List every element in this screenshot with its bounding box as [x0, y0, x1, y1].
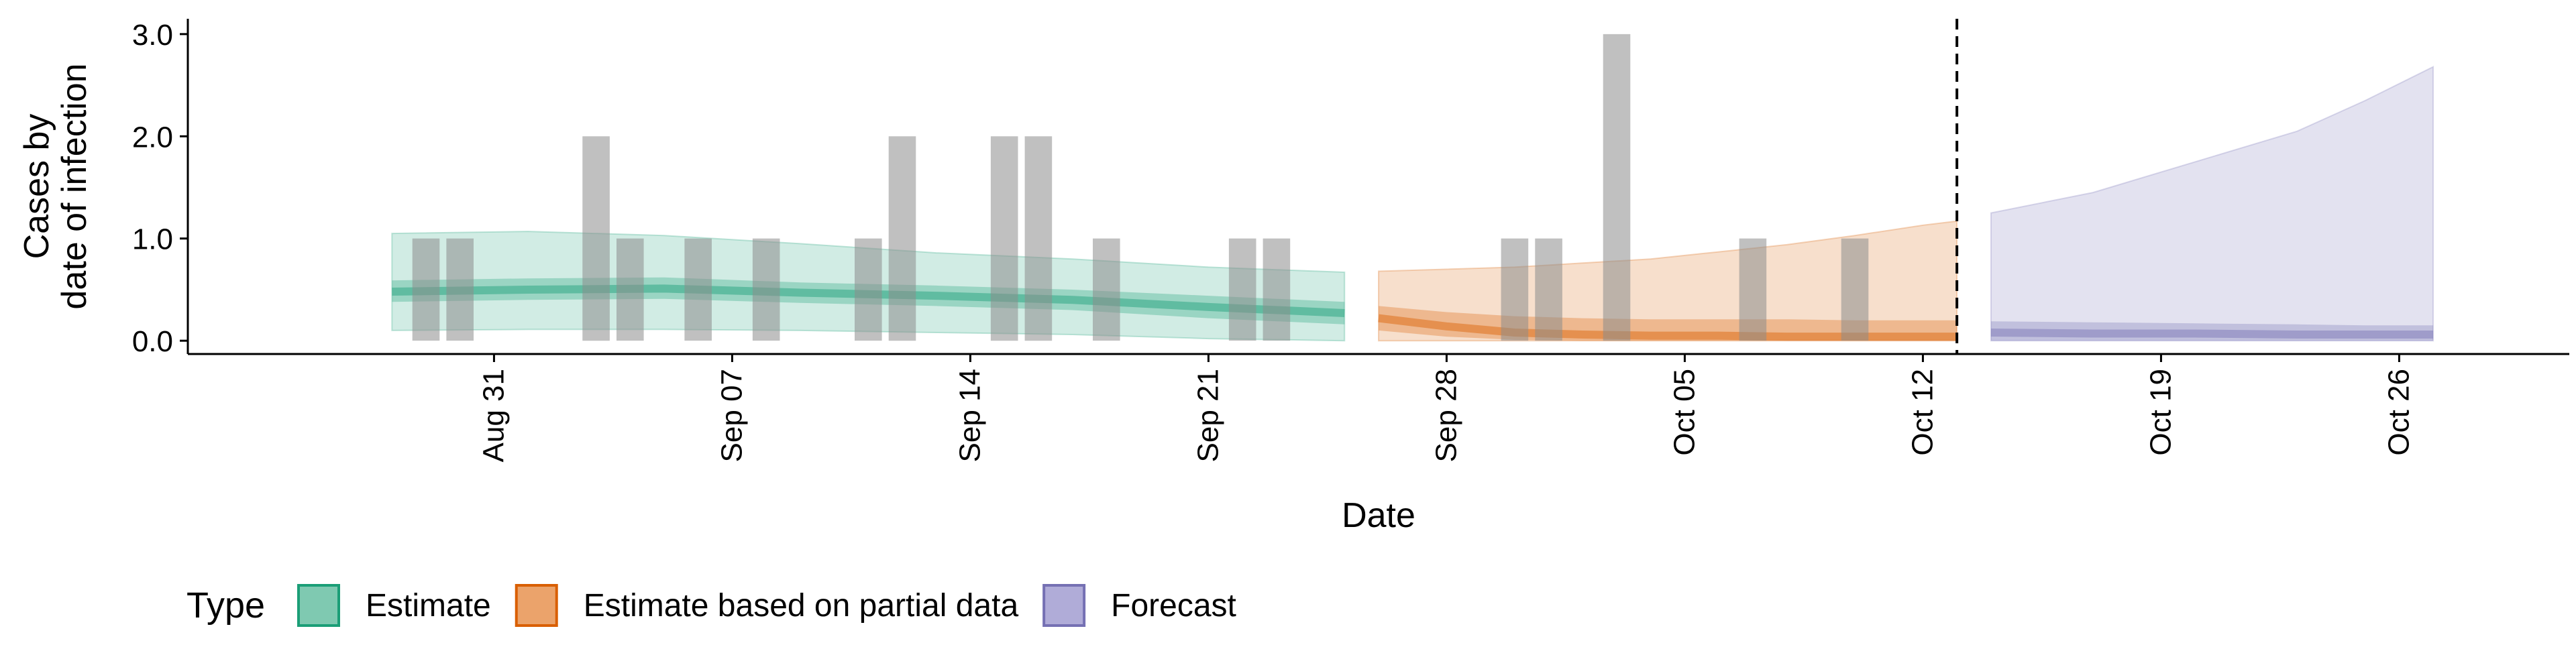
case-bar-2020-09-22: [1228, 238, 1256, 341]
x-tick-label: Oct 26: [2382, 369, 2415, 456]
x-tick-label: Sep 07: [715, 369, 748, 462]
case-bar-2020-09-03: [582, 136, 610, 341]
axes: 0.0 1.0 2.0 3.0 Aug 31 Sep 07 Sep 14 Sep 21 Sep …: [132, 19, 2569, 462]
x-tick-label: Sep 21: [1191, 369, 1224, 462]
estimate-legend-swatch: [297, 584, 340, 627]
case-bar-2020-08-30: [446, 238, 474, 341]
x-tick-label: Sep 14: [953, 369, 986, 462]
estimate-based-on-partial-data-median-line: [1378, 314, 1957, 341]
case-bar-2020-10-03: [1603, 34, 1631, 341]
y-tick-label: 2.0: [132, 121, 173, 154]
y-axis-title-line: Cases by: [17, 114, 56, 259]
x-tick-label: Oct 12: [1906, 369, 1939, 456]
forecast-legend-label: Forecast: [1111, 588, 1236, 624]
x-tick-label: Oct 19: [2144, 369, 2177, 456]
case-bar-2020-09-30: [1501, 238, 1529, 341]
forecast-median-line: [1990, 329, 2434, 339]
case-bar-2020-09-06: [684, 238, 712, 341]
y-axis-title-line: date of infection: [55, 63, 94, 309]
x-axis-title: Date: [1342, 496, 1415, 535]
case-bar-2020-09-23: [1263, 238, 1291, 341]
case-bar-2020-09-11: [855, 238, 882, 341]
estimate-legend-label: Estimate: [366, 588, 491, 624]
case-bar-2020-09-04: [616, 238, 644, 341]
case-bar-2020-09-08: [752, 238, 780, 341]
y-tick-label: 3.0: [132, 19, 173, 52]
observed-case-bars: [412, 34, 1869, 341]
y-tick-label: 0.0: [132, 325, 173, 358]
case-bar-2020-10-10: [1841, 238, 1869, 341]
case-bar-2020-09-15: [990, 136, 1018, 341]
forecast-legend-swatch: [1042, 584, 1086, 627]
legend-title: Type: [186, 585, 265, 626]
forecast-inner-band: [1990, 321, 2434, 341]
x-tick-label: Oct 05: [1668, 369, 1701, 456]
y-tick-label: 1.0: [132, 223, 173, 256]
legend: Type Estimate Estimate based on partial da…: [186, 584, 1236, 627]
case-bar-2020-09-18: [1093, 238, 1120, 341]
estimate-based-on-partial-data-legend-label: Estimate based on partial data: [584, 588, 1019, 624]
forecast-outer-band: [1990, 65, 2434, 342]
case-bar-2020-09-16: [1024, 136, 1053, 341]
case-bar-2020-09-12: [888, 136, 916, 341]
case-bar-2020-08-29: [412, 238, 440, 341]
estimate-based-on-partial-data-legend-swatch: [515, 584, 558, 627]
x-tick-label: Sep 28: [1430, 369, 1462, 462]
case-bar-2020-10-07: [1739, 238, 1767, 341]
case-bar-2020-10-01: [1535, 238, 1562, 341]
x-tick-label: Aug 31: [477, 369, 510, 462]
